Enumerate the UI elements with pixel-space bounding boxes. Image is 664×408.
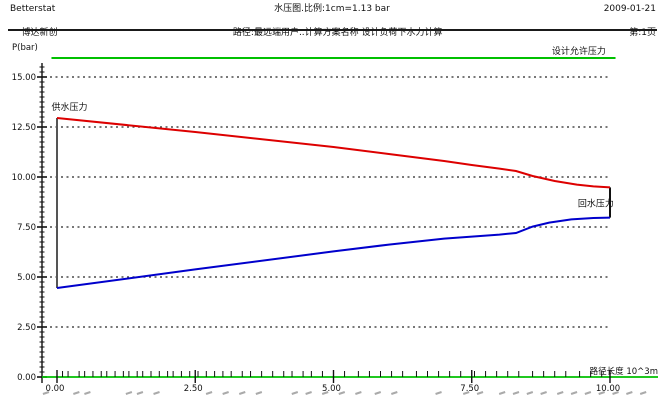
- x-tick-label: 5.00: [322, 384, 341, 394]
- node-mark: [238, 391, 246, 395]
- node-mark: [205, 391, 213, 395]
- node-mark: [73, 391, 80, 395]
- app-identity: Betterstat 博达新创: [10, 3, 57, 51]
- node-mark: [291, 391, 299, 395]
- y-tick-label: 7.50: [17, 223, 36, 233]
- node-mark: [338, 391, 346, 395]
- y-tick-label: 10.00: [12, 173, 36, 183]
- node-mark: [462, 391, 470, 395]
- return-pressure-line: [56, 216, 611, 289]
- node-mark: [125, 391, 133, 395]
- report-title: 水压图.比例:1cm=1.13 bar: [274, 4, 390, 14]
- x-axis-label: 路径长度 10^3m: [590, 366, 658, 377]
- supply-pressure-line: [56, 117, 611, 189]
- node-mark: [639, 391, 647, 395]
- y-tick-label: 15.00: [12, 73, 36, 83]
- node-mark: [570, 391, 578, 395]
- node-mark: [584, 391, 592, 395]
- supply-pressure-line-label: 供水压力: [51, 101, 87, 113]
- x-tick-label: 10.00: [596, 384, 620, 394]
- report-date: 2009-01-21: [603, 4, 656, 14]
- y-tick-label: 0.00: [17, 373, 36, 383]
- node-mark: [476, 391, 484, 395]
- node-mark: [153, 391, 160, 395]
- node-mark: [374, 391, 382, 395]
- node-mark: [626, 391, 633, 395]
- node-mark: [512, 391, 520, 395]
- allowable-pressure-line-label: 设计允许压力: [552, 45, 606, 57]
- node-mark: [498, 391, 506, 395]
- node-mark: [556, 391, 564, 395]
- node-mark: [355, 391, 362, 395]
- node-mark: [222, 391, 229, 395]
- node-mark: [305, 391, 312, 395]
- node-mark: [391, 391, 398, 395]
- header-divider: [8, 29, 657, 31]
- report-page-number: 第:1页: [629, 28, 656, 38]
- node-mark: [526, 391, 534, 395]
- y-tick-label: 5.00: [17, 273, 36, 283]
- return-pressure-line-label: 回水压力: [578, 198, 614, 210]
- y-tick-label: 12.50: [12, 123, 36, 133]
- app-name-en: Betterstat: [10, 4, 56, 14]
- y-axis-label: P(bar): [12, 43, 38, 53]
- report-meta: 2009-01-21 第:1页: [604, 3, 656, 51]
- node-mark: [598, 391, 606, 395]
- node-mark: [84, 391, 91, 395]
- node-mark: [136, 391, 144, 395]
- x-tick-label: 7.50: [460, 384, 479, 394]
- app-name-cn: 博达新创: [21, 28, 58, 38]
- y-tick-label: 2.50: [17, 323, 36, 333]
- node-mark: [321, 391, 329, 395]
- pressure-chart: 0.00 2.50 5.00 7.50 10.00 12.50 15.00 P(bar) 0.0…: [12, 43, 658, 395]
- node-mark: [612, 391, 619, 395]
- report-title-block: 水压图.比例:1cm=1.13 bar 路径:最远端用户..计算方案名称 设计负…: [0, 3, 664, 51]
- x-tick-label: 2.50: [184, 384, 203, 394]
- node-mark: [42, 391, 50, 395]
- node-mark: [435, 391, 442, 395]
- node-mark: [540, 391, 547, 395]
- report-subtitle: 路径:最远端用户..计算方案名称 设计负荷下水力计算: [232, 28, 443, 38]
- node-mark: [255, 391, 263, 395]
- x-tick-label: 0.00: [46, 384, 65, 394]
